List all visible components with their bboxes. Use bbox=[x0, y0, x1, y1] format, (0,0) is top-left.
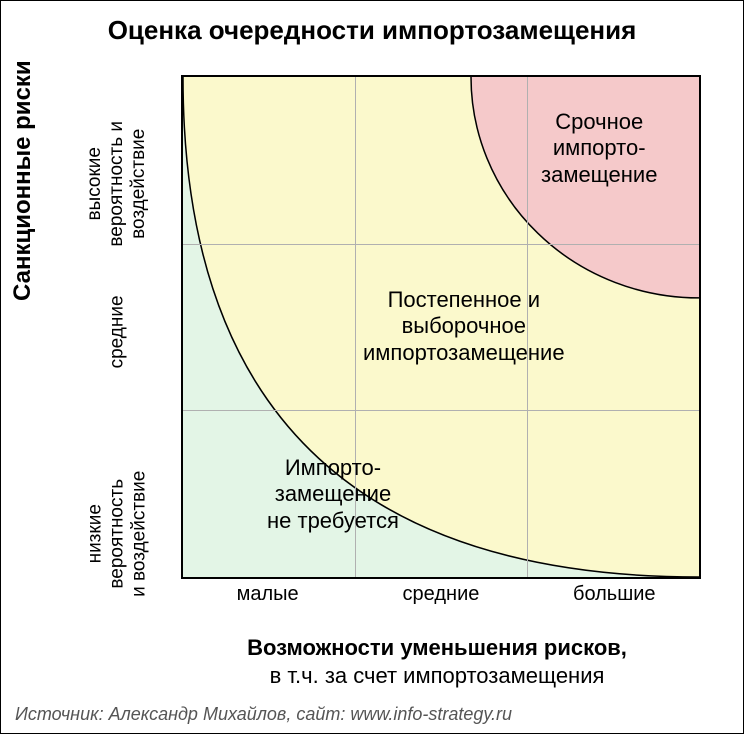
zone-label-mid: Постепенное и выборочное импортозамещени… bbox=[363, 287, 565, 366]
y-label-low-text: низкие вероятность и воздействие bbox=[84, 471, 150, 597]
x-label-mid: средние bbox=[354, 583, 527, 606]
zone-label-low: Импорто- замещение не требуется bbox=[267, 455, 399, 534]
grid-h2 bbox=[183, 410, 699, 411]
x-label-row: малые средние большие bbox=[181, 583, 701, 611]
y-label-high: высокие вероятность и воздействие bbox=[33, 151, 201, 319]
y-label-mid: средние bbox=[33, 321, 201, 489]
plot-area: Срочное импорто- замещение Постепенное и… bbox=[181, 75, 701, 579]
y-label-high-text: высокие вероятность и воздействие bbox=[84, 121, 150, 247]
y-label-mid-text: средние bbox=[106, 295, 128, 368]
zone-label-high: Срочное импорто- замещение bbox=[541, 109, 657, 188]
x-axis-title-line2: в т.ч. за счет импортозамещения bbox=[270, 663, 605, 688]
grid-h1 bbox=[183, 244, 699, 245]
x-label-low: малые bbox=[181, 583, 354, 606]
x-axis-title: Возможности уменьшения рисков, в т.ч. за… bbox=[161, 634, 713, 689]
diagram-container: Оценка очередности импортозамещения Санк… bbox=[0, 0, 744, 734]
source-text: Источник: Александр Михайлов, сайт: www.… bbox=[15, 704, 512, 725]
x-label-high: большие bbox=[528, 583, 701, 606]
chart-title: Оценка очередности импортозамещения bbox=[1, 15, 743, 46]
x-axis-title-line1: Возможности уменьшения рисков, bbox=[247, 635, 627, 660]
